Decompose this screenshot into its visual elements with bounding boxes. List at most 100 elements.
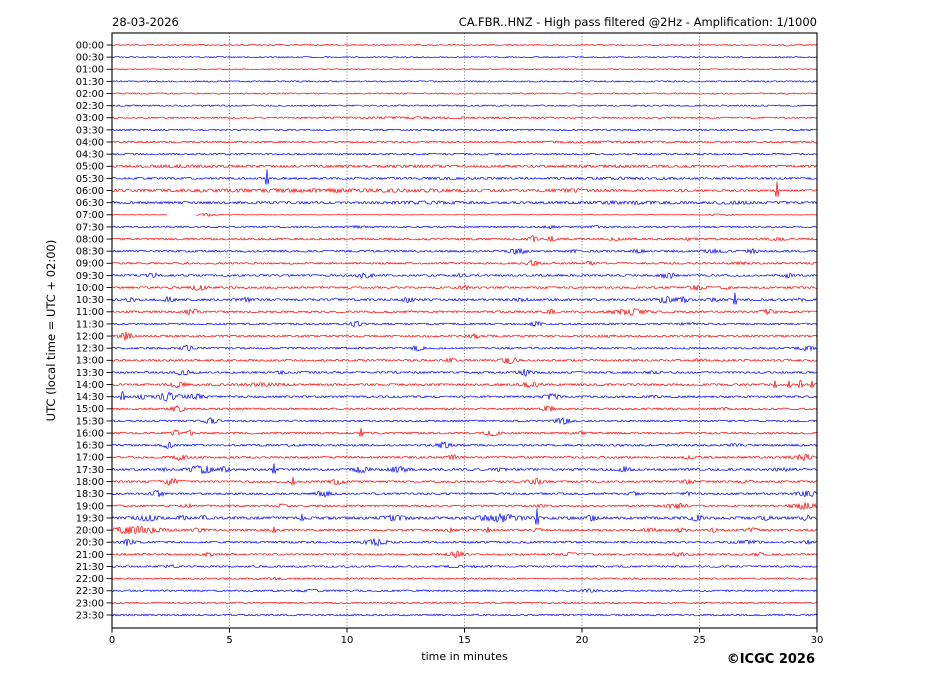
row-time-label-10:00: 10:00	[76, 283, 104, 294]
trace-02:30	[111, 104, 817, 107]
row-time-label-17:30: 17:30	[76, 465, 104, 476]
trace-04:30	[112, 152, 818, 156]
row-time-label-04:00: 04:00	[76, 137, 104, 148]
trace-23:30	[111, 613, 818, 617]
row-time-label-19:00: 19:00	[76, 501, 104, 512]
trace-10:00	[111, 284, 818, 291]
row-time-label-02:30: 02:30	[76, 101, 104, 112]
row-time-label-03:00: 03:00	[76, 113, 104, 124]
trace-13:00	[111, 356, 818, 364]
date-title: 28-03-2026	[112, 15, 179, 29]
station-title: CA.FBR..HNZ - High pass filtered @2Hz - …	[459, 15, 817, 29]
x-tick-label-10: 10	[341, 635, 354, 646]
trace-03:30	[111, 128, 817, 132]
trace-07:30	[111, 224, 818, 230]
row-time-label-11:30: 11:30	[76, 319, 104, 330]
row-time-label-23:00: 23:00	[76, 598, 104, 609]
row-time-label-20:30: 20:30	[76, 538, 104, 549]
trace-01:00	[111, 68, 818, 71]
trace-11:00	[111, 308, 818, 316]
trace-06:00	[111, 181, 818, 197]
trace-03:00	[111, 115, 818, 120]
row-time-label-22:00: 22:00	[76, 574, 104, 585]
row-time-label-08:30: 08:30	[76, 247, 104, 258]
trace-08:30	[111, 247, 818, 255]
row-time-label-19:30: 19:30	[76, 513, 104, 524]
row-time-label-15:30: 15:30	[76, 416, 104, 427]
x-tick-label-0: 0	[109, 635, 115, 646]
time-row-labels: 00:00 00:3001:0001:3002:0002:3003:0003:30…	[76, 40, 112, 621]
row-time-label-13:30: 13:30	[76, 368, 104, 379]
row-time-label-18:00: 18:00	[76, 477, 104, 488]
row-time-label-01:00: 01:00	[76, 65, 104, 76]
trace-19:30	[111, 508, 818, 525]
plot-frame	[111, 32, 818, 629]
row-time-label-05:00: 05:00	[76, 162, 104, 173]
row-time-label-21:30: 21:30	[76, 562, 104, 573]
trace-18:30	[111, 489, 818, 498]
trace-18:00	[111, 477, 817, 487]
row-time-label-14:00: 14:00	[76, 380, 104, 391]
trace-15:30	[111, 416, 818, 425]
row-time-label-12:00: 12:00	[76, 331, 104, 342]
row-time-label-12:30: 12:30	[76, 344, 104, 355]
row-time-label-20:00: 20:00	[76, 526, 104, 537]
trace-21:00	[111, 550, 818, 559]
row-time-label-06:30: 06:30	[76, 198, 104, 209]
trace-16:30	[111, 440, 818, 449]
trace-11:30	[111, 320, 818, 328]
row-time-label-15:00: 15:00	[76, 404, 104, 415]
copyright-credit: ©ICGC 2026	[727, 652, 815, 667]
row-time-label-01:30: 01:30	[76, 77, 104, 88]
trace-09:00	[111, 259, 817, 267]
trace-00:30	[111, 55, 818, 59]
row-time-label-18:30: 18:30	[76, 489, 104, 500]
row-time-label-14:30: 14:30	[76, 392, 104, 403]
trace-06:30	[111, 199, 818, 206]
row-time-label-06:00: 06:00	[76, 186, 104, 197]
trace-00:00	[112, 43, 818, 47]
row-time-label-23:30: 23:30	[76, 610, 104, 621]
row-time-label-09:00: 09:00	[76, 259, 104, 270]
trace-22:00	[111, 576, 818, 581]
row-time-label-07:30: 07:30	[76, 222, 104, 233]
trace-23:00	[111, 601, 818, 605]
trace-08:00	[111, 235, 818, 243]
row-time-label-08:00: 08:00	[76, 234, 104, 245]
trace-13:30	[111, 369, 818, 377]
row-time-label-02:00: 02:00	[76, 89, 104, 100]
row-time-label-16:00: 16:00	[76, 428, 104, 439]
trace-02:00	[111, 92, 818, 95]
trace-12:30	[111, 345, 818, 352]
x-tick-label-15: 15	[458, 635, 471, 646]
x-tick-label-25: 25	[693, 635, 706, 646]
row-time-label-03:30: 03:30	[76, 125, 104, 136]
trace-05:30	[111, 169, 818, 185]
row-time-label-05:30: 05:30	[76, 174, 104, 185]
trace-17:30	[111, 463, 817, 475]
row-time-label-04:30: 04:30	[76, 150, 104, 161]
trace-14:00	[111, 380, 817, 389]
trace-20:00	[111, 525, 818, 535]
trace-19:00	[111, 502, 818, 511]
row-time-label-21:00: 21:00	[76, 550, 104, 561]
row-time-label-10:30: 10:30	[76, 295, 104, 306]
row-time-label-00:30: 00:30	[76, 53, 104, 64]
row-time-label-11:00: 11:00	[76, 307, 104, 318]
trace-01:30	[111, 80, 818, 83]
row-time-label-22:30: 22:30	[76, 586, 104, 597]
trace-12:00	[111, 331, 818, 341]
trace-09:30	[111, 272, 818, 280]
x-axis-ticks: 0 5 10 15 20 25 30	[109, 628, 823, 646]
trace-07:00	[111, 213, 818, 217]
trace-04:00	[111, 140, 818, 144]
trace-21:30	[111, 564, 818, 569]
trace-20:30	[111, 538, 818, 547]
row-time-label-16:30: 16:30	[76, 441, 104, 452]
trace-14:30	[111, 391, 818, 402]
x-tick-label-5: 5	[226, 635, 232, 646]
y-axis-label: UTC (local time = UTC + 02:00)	[44, 240, 58, 422]
trace-05:00	[111, 163, 818, 169]
